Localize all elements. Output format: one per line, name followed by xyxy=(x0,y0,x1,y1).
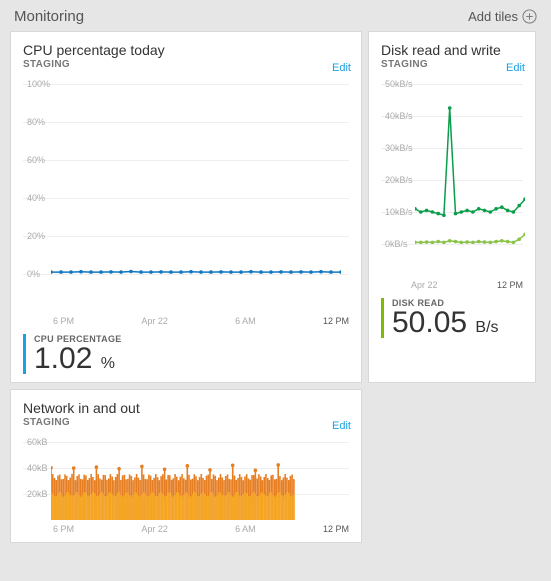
tile-cpu[interactable]: CPU percentage today STAGING Edit 100% 80… xyxy=(10,31,362,383)
x-tick-label: 12 PM xyxy=(323,316,349,326)
tile-cpu-title: CPU percentage today xyxy=(23,42,349,58)
y-tick-label: 40% xyxy=(27,193,45,203)
y-tick-label: 0% xyxy=(27,269,40,279)
tile-disk-subtitle: STAGING xyxy=(381,59,523,70)
y-tick-label: 0kB/s xyxy=(385,239,408,249)
tile-network-subtitle: STAGING xyxy=(23,417,349,428)
y-tick-label: 50kB/s xyxy=(385,79,413,89)
x-tick-label: 12 PM xyxy=(497,280,523,290)
tile-disk[interactable]: Disk read and write STAGING Edit 50kB/s 4… xyxy=(368,31,536,383)
tile-cpu-subtitle: STAGING xyxy=(23,59,349,70)
y-tick-label: 20kB xyxy=(27,489,48,499)
disk-metric-block: DISK READ 50.05 B/s xyxy=(381,298,523,338)
disk-metric-value: 50.05 xyxy=(392,306,467,339)
tile-network[interactable]: Network in and out STAGING Edit 60kB 40kB… xyxy=(10,389,362,543)
y-tick-label: 80% xyxy=(27,117,45,127)
tile-cpu-edit[interactable]: Edit xyxy=(332,62,351,74)
tile-network-edit[interactable]: Edit xyxy=(332,420,351,432)
y-tick-label: 30kB/s xyxy=(385,143,413,153)
tile-disk-title: Disk read and write xyxy=(381,42,523,58)
x-tick-label: Apr 22 xyxy=(141,524,168,534)
x-tick-label: 6 PM xyxy=(53,524,74,534)
x-tick-label: 6 AM xyxy=(235,316,256,326)
x-tick-label: 12 PM xyxy=(323,524,349,534)
section-title: Monitoring xyxy=(14,8,84,25)
gridline: 0% xyxy=(23,274,349,312)
network-xaxis: 6 PM Apr 22 6 AM 12 PM xyxy=(23,524,349,534)
cpu-chart: 100%80%60%40%20%0% xyxy=(23,84,349,312)
plus-circle-icon xyxy=(522,9,537,24)
y-tick-label: 20% xyxy=(27,231,45,241)
tile-disk-edit[interactable]: Edit xyxy=(506,62,525,74)
cpu-metric-block: CPU PERCENTAGE 1.02 % xyxy=(23,334,349,374)
tile-network-title: Network in and out xyxy=(23,400,349,416)
network-sparkline xyxy=(51,442,329,520)
cpu-sparkline xyxy=(51,84,341,274)
disk-sparkline xyxy=(415,84,525,244)
cpu-metric-unit: % xyxy=(101,355,115,372)
network-chart: 60kB40kB20kB xyxy=(23,442,349,520)
y-tick-label: 40kB/s xyxy=(385,111,413,121)
y-tick-label: 60kB xyxy=(27,437,48,447)
y-tick-label: 100% xyxy=(27,79,50,89)
disk-chart: 50kB/s40kB/s30kB/s20kB/s10kB/s0kB/s xyxy=(381,84,523,276)
add-tiles-button[interactable]: Add tiles xyxy=(468,9,537,24)
x-tick-label: Apr 22 xyxy=(141,316,168,326)
disk-metric-unit: B/s xyxy=(475,319,498,336)
x-tick-label: 6 PM xyxy=(53,316,74,326)
x-tick-label: Apr 22 xyxy=(411,280,438,290)
y-tick-label: 10kB/s xyxy=(385,207,413,217)
cpu-xaxis: 6 PM Apr 22 6 AM 12 PM xyxy=(23,316,349,326)
cpu-metric-value: 1.02 xyxy=(34,342,92,375)
y-tick-label: 20kB/s xyxy=(385,175,413,185)
y-tick-label: 40kB xyxy=(27,463,48,473)
gridline: 0kB/s xyxy=(381,244,523,276)
add-tiles-label: Add tiles xyxy=(468,9,518,24)
disk-xaxis: Apr 22 12 PM xyxy=(381,280,523,290)
x-tick-label: 6 AM xyxy=(235,524,256,534)
y-tick-label: 60% xyxy=(27,155,45,165)
